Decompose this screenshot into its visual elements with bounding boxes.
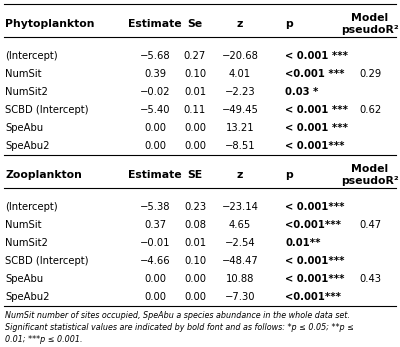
Text: < 0.001 ***: < 0.001 ***: [285, 51, 348, 61]
Text: <0.001***: <0.001***: [285, 220, 341, 230]
Text: 0.00: 0.00: [144, 274, 166, 284]
Text: SpeAbu2: SpeAbu2: [5, 292, 50, 302]
Text: 0.29: 0.29: [359, 69, 381, 79]
Text: NumSit: NumSit: [5, 69, 42, 79]
Text: 4.01: 4.01: [229, 69, 251, 79]
Text: p: p: [285, 19, 293, 29]
Text: < 0.001***: < 0.001***: [285, 256, 344, 266]
Text: 0.00: 0.00: [144, 292, 166, 302]
Text: < 0.001***: < 0.001***: [285, 202, 344, 212]
Text: 13.21: 13.21: [226, 123, 254, 133]
Text: 4.65: 4.65: [229, 220, 251, 230]
Text: Phytoplankton: Phytoplankton: [5, 19, 94, 29]
Text: −7.30: −7.30: [225, 292, 255, 302]
Text: Zooplankton: Zooplankton: [5, 170, 82, 180]
Text: 0.00: 0.00: [184, 274, 206, 284]
Text: −2.54: −2.54: [225, 238, 255, 248]
Text: <0.001***: <0.001***: [285, 292, 341, 302]
Text: z: z: [237, 170, 243, 180]
Text: 0.11: 0.11: [184, 105, 206, 115]
Text: < 0.001 ***: < 0.001 ***: [285, 105, 348, 115]
Text: 0.01: 0.01: [184, 87, 206, 97]
Text: <0.001 ***: <0.001 ***: [285, 69, 344, 79]
Text: 0.62: 0.62: [359, 105, 381, 115]
Text: 0.39: 0.39: [144, 69, 166, 79]
Text: p: p: [285, 170, 293, 180]
Text: Model
pseudoR²: Model pseudoR²: [341, 164, 399, 186]
Text: −0.02: −0.02: [140, 87, 170, 97]
Text: SpeAbu: SpeAbu: [5, 123, 43, 133]
Text: NumSit2: NumSit2: [5, 238, 48, 248]
Text: 0.01**: 0.01**: [285, 238, 320, 248]
Text: −49.45: −49.45: [222, 105, 258, 115]
Text: 0.01: 0.01: [184, 238, 206, 248]
Text: NumSit: NumSit: [5, 220, 42, 230]
Text: NumSit2: NumSit2: [5, 87, 48, 97]
Text: −5.40: −5.40: [140, 105, 170, 115]
Text: NumSit number of sites occupied, SpeAbu a species abundance in the whole data se: NumSit number of sites occupied, SpeAbu …: [5, 312, 350, 321]
Text: SpeAbu: SpeAbu: [5, 274, 43, 284]
Text: −48.47: −48.47: [222, 256, 258, 266]
Text: Se: Se: [188, 19, 202, 29]
Text: < 0.001***: < 0.001***: [285, 274, 344, 284]
Text: SE: SE: [188, 170, 202, 180]
Text: −5.38: −5.38: [140, 202, 170, 212]
Text: < 0.001 ***: < 0.001 ***: [285, 123, 348, 133]
Text: (Intercept): (Intercept): [5, 51, 58, 61]
Text: 0.10: 0.10: [184, 69, 206, 79]
Text: −8.51: −8.51: [225, 141, 255, 151]
Text: z: z: [237, 19, 243, 29]
Text: −2.23: −2.23: [225, 87, 255, 97]
Text: Estimate: Estimate: [128, 19, 182, 29]
Text: Estimate: Estimate: [128, 170, 182, 180]
Text: < 0.001***: < 0.001***: [285, 141, 344, 151]
Text: 0.08: 0.08: [184, 220, 206, 230]
Text: 0.03 *: 0.03 *: [285, 87, 318, 97]
Text: 10.88: 10.88: [226, 274, 254, 284]
Text: 0.00: 0.00: [184, 123, 206, 133]
Text: −0.01: −0.01: [140, 238, 170, 248]
Text: SCBD (Intercept): SCBD (Intercept): [5, 256, 88, 266]
Text: 0.10: 0.10: [184, 256, 206, 266]
Text: −4.66: −4.66: [140, 256, 170, 266]
Text: 0.27: 0.27: [184, 51, 206, 61]
Text: 0.00: 0.00: [144, 141, 166, 151]
Text: Significant statistical values are indicated by bold font and as follows: *p ≤ 0: Significant statistical values are indic…: [5, 323, 354, 332]
Text: 0.00: 0.00: [144, 123, 166, 133]
Text: −20.68: −20.68: [222, 51, 258, 61]
Text: 0.43: 0.43: [359, 274, 381, 284]
Text: (Intercept): (Intercept): [5, 202, 58, 212]
Text: −5.68: −5.68: [140, 51, 170, 61]
Text: 0.01; ***p ≤ 0.001.: 0.01; ***p ≤ 0.001.: [5, 336, 82, 345]
Text: −23.14: −23.14: [222, 202, 258, 212]
Text: 0.47: 0.47: [359, 220, 381, 230]
Text: 0.37: 0.37: [144, 220, 166, 230]
Text: 0.00: 0.00: [184, 141, 206, 151]
Text: 0.23: 0.23: [184, 202, 206, 212]
Text: SpeAbu2: SpeAbu2: [5, 141, 50, 151]
Text: 0.00: 0.00: [184, 292, 206, 302]
Text: SCBD (Intercept): SCBD (Intercept): [5, 105, 88, 115]
Text: Model
pseudoR²: Model pseudoR²: [341, 13, 399, 35]
